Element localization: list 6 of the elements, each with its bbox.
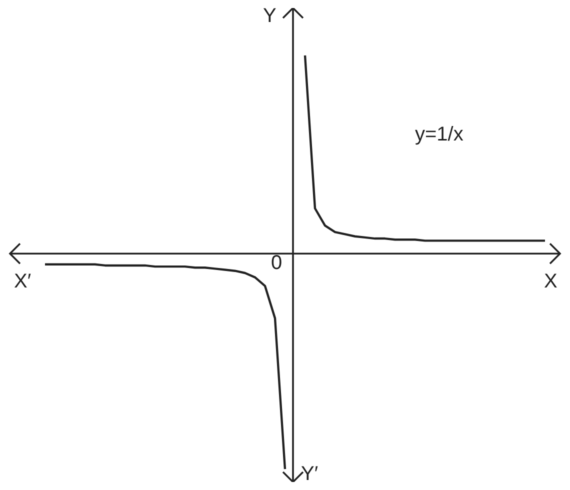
text: y=1/x bbox=[415, 124, 464, 146]
annotation: 0 bbox=[271, 252, 282, 274]
x-axis-title: X bbox=[544, 270, 558, 293]
text: X′ bbox=[14, 270, 32, 293]
annotation: Y′ bbox=[301, 463, 318, 485]
y-axis-title: Y bbox=[263, 5, 276, 27]
